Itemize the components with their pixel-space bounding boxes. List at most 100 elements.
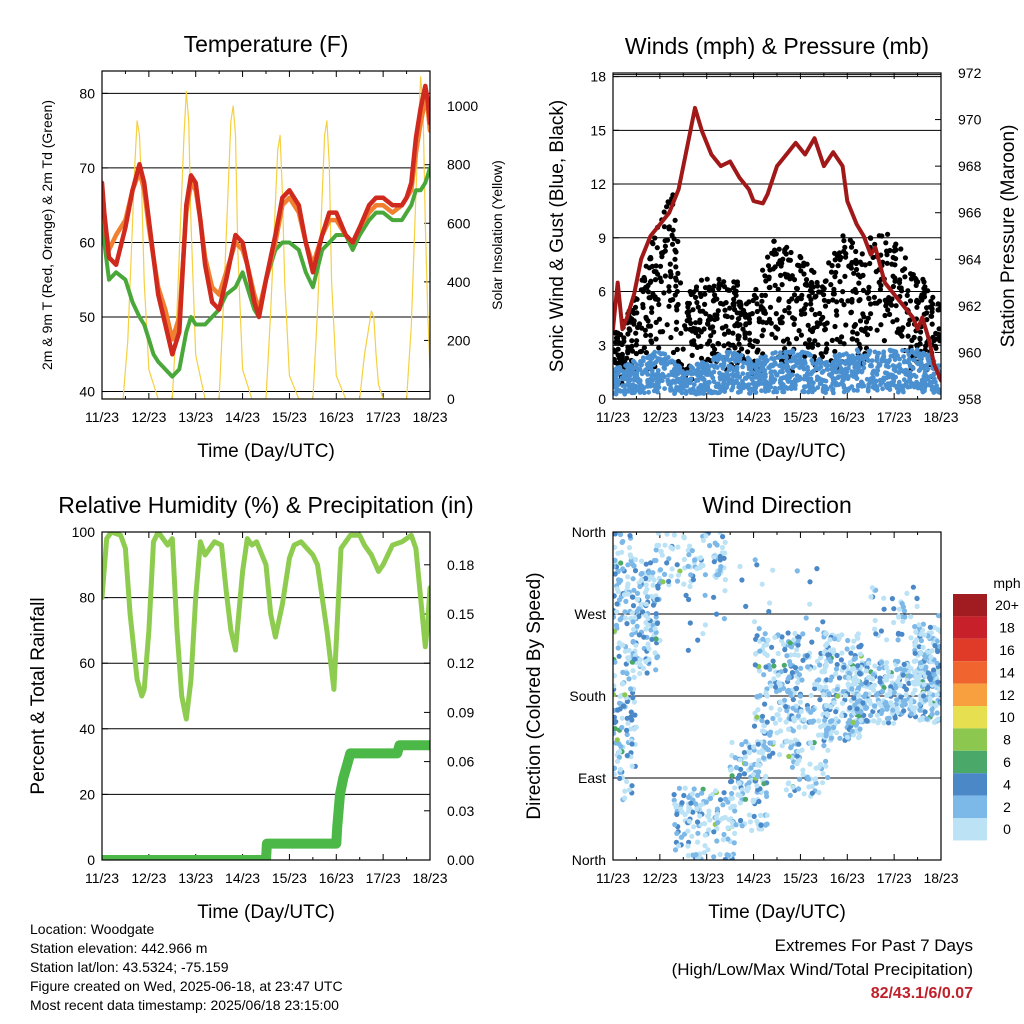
direction-point	[622, 609, 628, 615]
gust-point	[690, 307, 696, 313]
direction-point	[622, 795, 628, 801]
direction-point	[937, 643, 941, 650]
direction-point	[739, 741, 745, 748]
direction-point	[682, 785, 688, 791]
wind-point	[792, 356, 798, 361]
direction-point	[728, 767, 734, 773]
gust-point	[798, 308, 805, 314]
temperature-ytick-label: 40	[79, 384, 95, 400]
direction-point	[619, 549, 625, 555]
gust-point	[812, 311, 818, 318]
gust-point	[899, 333, 905, 339]
direction-point	[851, 695, 857, 701]
direction-point	[935, 716, 941, 722]
gust-point	[640, 304, 646, 311]
direction-point	[805, 664, 811, 670]
wind-point	[891, 367, 897, 372]
gust-point	[698, 355, 705, 361]
direction-point	[615, 707, 621, 713]
humidity-title: Relative Humidity (%) & Precipitation (i…	[58, 492, 473, 518]
direction-point	[769, 644, 775, 650]
direction-point	[613, 683, 617, 689]
direction-point	[820, 619, 826, 625]
gust-point	[896, 285, 903, 291]
direction-point	[872, 703, 878, 709]
winds-ylabel: Sonic Wind & Gust (Blue, Black)	[547, 100, 568, 372]
direction-point	[624, 727, 630, 734]
direction-point	[732, 755, 738, 761]
gust-point	[672, 292, 678, 298]
wind-point	[780, 365, 785, 371]
gust-point	[806, 337, 812, 343]
gust-point	[649, 339, 655, 345]
wind-point	[759, 388, 764, 394]
direction-point	[695, 792, 701, 798]
direction-point	[868, 594, 874, 600]
gust-point	[733, 288, 739, 294]
winds-xtick-label: 16/23	[830, 409, 865, 425]
direction-point	[827, 637, 833, 643]
direction-point	[813, 780, 819, 786]
wind-point	[671, 359, 677, 365]
direction-point	[645, 615, 651, 621]
direction-point	[865, 674, 872, 680]
gust-point	[693, 320, 699, 326]
wind-point	[832, 366, 838, 372]
gust-point	[891, 248, 897, 254]
wind-point	[884, 385, 890, 391]
direction-point	[721, 831, 727, 838]
direction-point	[809, 639, 815, 645]
temperature-plot-area	[102, 76, 430, 399]
direction-point	[674, 830, 680, 837]
direction-point	[676, 785, 683, 791]
gust-point	[761, 310, 767, 316]
humidity-ytick-label: 60	[79, 655, 95, 671]
gust-point	[786, 310, 792, 316]
wind-point	[810, 389, 815, 395]
wind-point	[688, 371, 694, 377]
gust-point	[896, 280, 903, 286]
gust-point	[700, 308, 706, 314]
direction-point	[858, 709, 864, 715]
gust-point	[809, 289, 816, 295]
winds-ytick-right-label: 966	[958, 205, 982, 221]
direction-point	[679, 800, 685, 806]
gust-point	[642, 327, 648, 333]
wind-point	[824, 366, 830, 372]
direction-point	[935, 648, 941, 655]
gust-point	[670, 227, 676, 233]
direction-point	[775, 672, 781, 678]
direction-point	[927, 695, 933, 701]
direction-point	[636, 606, 642, 612]
direction-point	[616, 754, 623, 760]
direction-point	[613, 593, 617, 599]
direction-xlabel: Time (Day/UTC)	[708, 902, 846, 923]
direction-point	[761, 781, 767, 787]
direction-point	[795, 652, 801, 658]
temperature-ytick-label: 50	[79, 309, 95, 325]
wind-point	[738, 352, 744, 358]
gust-point	[803, 281, 810, 287]
gust-point	[878, 322, 884, 328]
direction-point	[770, 715, 776, 722]
gust-point	[787, 276, 793, 282]
direction-point	[782, 667, 788, 674]
gust-point	[647, 332, 654, 338]
gust-point	[688, 320, 694, 326]
direction-point	[634, 590, 641, 597]
temperature-xtick-label: 13/23	[178, 409, 213, 425]
wind-point	[762, 361, 767, 367]
wind-point	[806, 389, 811, 395]
gust-point	[613, 330, 619, 336]
direction-point	[881, 720, 887, 726]
gust-point	[673, 264, 679, 270]
gust-point	[832, 250, 838, 256]
wind-point	[710, 390, 716, 396]
direction-ytick-label: South	[569, 688, 606, 704]
gust-point	[735, 333, 741, 339]
wind-point	[770, 377, 776, 383]
direction-point	[881, 606, 887, 612]
direction-point	[866, 660, 872, 666]
wind-point	[888, 348, 894, 354]
